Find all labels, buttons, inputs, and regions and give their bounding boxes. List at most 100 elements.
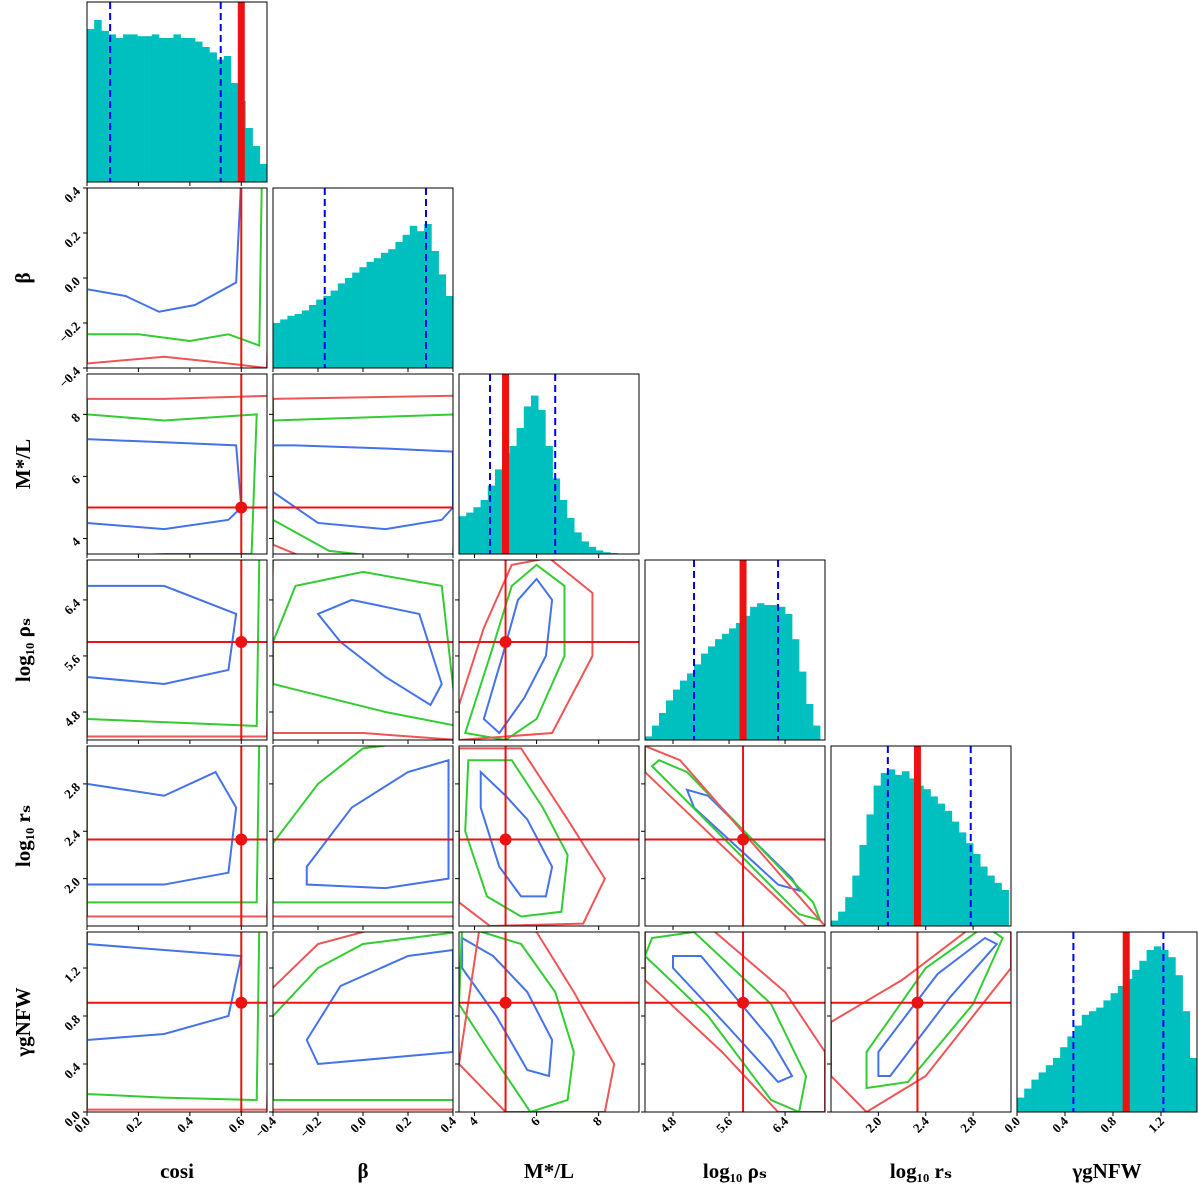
histogram-bar: [495, 469, 503, 554]
panel: [273, 746, 453, 918]
histogram-bar: [1182, 1011, 1191, 1112]
y-axis-title: log₁₀ ρₛ: [11, 618, 35, 682]
contour: [482, 577, 554, 735]
histogram-bar: [708, 646, 716, 740]
histogram-bar: [259, 164, 267, 182]
panel: [273, 932, 453, 1111]
histogram-bar: [323, 296, 331, 368]
histogram-bar: [722, 633, 730, 740]
y-tick-label: 0.0: [61, 274, 83, 296]
contour: [459, 747, 607, 926]
panel: [87, 2, 267, 182]
histogram-bar: [845, 897, 853, 926]
histogram-bar: [958, 832, 967, 926]
histogram-bar: [1110, 993, 1119, 1112]
histogram-bar: [1089, 1011, 1097, 1112]
panel: [459, 560, 639, 740]
histogram-bar: [666, 700, 674, 740]
truth-point: [911, 996, 924, 1009]
truth-point: [499, 996, 512, 1009]
y-tick-label: 0.2: [61, 229, 83, 251]
histogram-bar: [694, 664, 702, 740]
x-tick-label: 2.0: [862, 1114, 884, 1136]
histogram-bar: [552, 478, 561, 554]
histogram-bar: [94, 20, 102, 182]
histogram-bar: [859, 845, 867, 926]
histogram-bar: [301, 310, 310, 368]
histogram-bar: [445, 296, 453, 368]
contour: [87, 746, 261, 904]
truth-point: [499, 635, 512, 648]
histogram-bar: [388, 249, 396, 368]
x-tick-label: 0.0: [1001, 1114, 1023, 1136]
histogram-bar: [180, 38, 189, 182]
x-axis-title: M*/L: [524, 1159, 574, 1183]
histogram-bar: [523, 406, 532, 554]
y-tick-label: 4: [68, 534, 84, 550]
contour: [87, 942, 243, 1042]
contour: [273, 444, 453, 531]
panel-frame: [458, 559, 640, 741]
contour: [87, 394, 267, 554]
panel: [273, 560, 453, 740]
panel: [459, 746, 639, 926]
histogram-bar: [487, 485, 496, 554]
x-tick-label: 0.4: [437, 1113, 459, 1135]
contour: [87, 188, 267, 368]
histogram-bar: [645, 736, 653, 740]
x-tick-label: 6: [528, 1113, 544, 1129]
histogram-bar: [1060, 1047, 1068, 1112]
panel-frame: [86, 373, 268, 555]
histogram-bar: [923, 789, 931, 926]
x-tick-label: −0.4: [252, 1113, 280, 1141]
histogram-bar: [144, 36, 153, 182]
histogram-bar: [994, 882, 1002, 926]
histogram-bar: [509, 446, 517, 554]
histogram-bar: [545, 446, 553, 554]
histogram-bar: [373, 258, 382, 368]
histogram-bar: [778, 606, 786, 740]
panel-frame: [86, 559, 268, 741]
contour: [645, 932, 808, 1112]
histogram-bar: [1045, 1065, 1054, 1112]
histogram-bar: [574, 532, 582, 554]
panel-frame: [272, 931, 454, 1113]
panel: [1017, 932, 1197, 1112]
contour: [831, 932, 1011, 1112]
histogram-bar: [395, 242, 403, 368]
histogram-bar: [866, 814, 874, 926]
histogram-bar: [673, 689, 681, 740]
histogram-bar: [806, 704, 814, 740]
histogram-bar: [223, 56, 232, 182]
contour: [273, 394, 453, 554]
y-tick-label: −0.4: [56, 363, 84, 391]
histogram-bar: [424, 224, 432, 368]
contour: [87, 438, 243, 531]
histogram-bar: [873, 785, 882, 926]
histogram-bar: [1053, 1058, 1061, 1112]
contour: [87, 560, 267, 738]
contour: [672, 955, 794, 1084]
contour: [273, 932, 453, 1101]
histogram-bar: [1153, 946, 1162, 1112]
y-tick-label: 4.8: [61, 707, 83, 729]
histogram-bar: [1139, 960, 1147, 1112]
histogram-bar: [966, 843, 974, 926]
panel-frame: [272, 559, 454, 741]
histogram-bar: [1038, 1072, 1047, 1112]
panel-frame: [830, 745, 1012, 927]
contour: [865, 932, 1004, 1090]
histogram-bar: [1017, 1097, 1025, 1112]
y-tick-label: 6.4: [61, 595, 83, 617]
histogram-bar: [771, 605, 779, 740]
x-tick-label: 5.6: [713, 1113, 735, 1135]
histogram-bar: [581, 541, 589, 554]
contour: [463, 563, 566, 740]
histogram-bar: [431, 251, 439, 368]
histogram-bar: [750, 606, 758, 740]
panel: [645, 746, 825, 926]
x-axis-title: log₁₀ rₛ: [890, 1159, 952, 1183]
y-tick-label: 8: [68, 410, 84, 426]
histogram-bar: [1132, 969, 1140, 1112]
